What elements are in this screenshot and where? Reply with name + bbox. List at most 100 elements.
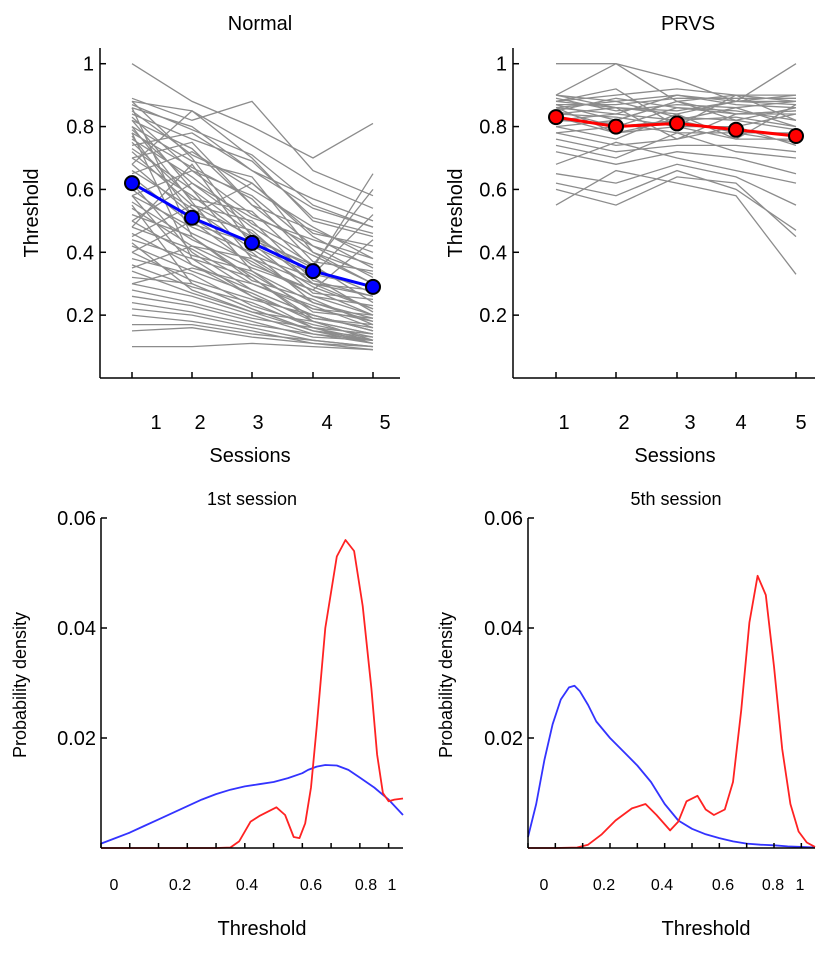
prvs-y-label: Threshold xyxy=(445,169,467,258)
normal-subject-line-4 xyxy=(131,104,374,228)
normal-mean-point-3 xyxy=(244,234,260,251)
panel-prvs: 1 0.8 0.6 0.4 0.2 1 2 3 4 5 PRVS Threshold Sessi… xyxy=(445,13,815,467)
prvs-subject-line-5 xyxy=(555,100,797,112)
normal-subject-line-52 xyxy=(131,182,374,266)
normal-y-tick-label-4: 0.4 xyxy=(66,242,94,264)
session5-x-label: Threshold xyxy=(662,918,751,940)
normal-x-label: Sessions xyxy=(209,445,290,467)
prvs-mean-point-4 xyxy=(728,121,744,138)
prvs-x-tick-label-3: 3 xyxy=(684,412,695,434)
prvs-subject-line-31 xyxy=(555,94,797,140)
normal-subject-line-39 xyxy=(131,295,374,341)
normal-subject-line-8 xyxy=(131,116,374,266)
normal-subject-line-54 xyxy=(131,220,374,291)
normal-subject-line-22 xyxy=(131,188,374,307)
normal-subject-line-42 xyxy=(131,314,374,348)
prvs-y-tick-label-4: 0.4 xyxy=(479,242,507,264)
normal-y-tick-label-5: 0.2 xyxy=(66,305,94,327)
normal-x-tick-label-5: 5 xyxy=(379,412,390,434)
session1-curves xyxy=(100,539,404,849)
prvs-y-tick-label-2: 0.8 xyxy=(479,117,507,139)
session1-y-label: Probability density xyxy=(10,612,30,758)
normal-subject-line-64 xyxy=(131,126,374,323)
normal-subject-line-44 xyxy=(131,327,374,351)
session1-x-tick-label-3: 0.4 xyxy=(236,877,258,894)
prvs-mean-series xyxy=(548,109,804,144)
session5-y-tick-label-1: 0.06 xyxy=(484,508,523,530)
prvs-subject-line-18 xyxy=(555,163,797,206)
session1-density-curve-2 xyxy=(101,539,404,849)
session5-x-tick-label-5: 0.8 xyxy=(762,877,784,894)
normal-y-tick-label-1: 1 xyxy=(83,54,94,76)
normal-subject-line-7 xyxy=(131,113,374,235)
normal-subject-line-1 xyxy=(131,63,374,159)
normal-subject-line-11 xyxy=(131,129,374,260)
prvs-subject-line-26 xyxy=(555,100,796,115)
prvs-subject-line-24 xyxy=(555,94,797,115)
prvs-x-tick-label-2: 2 xyxy=(618,412,629,434)
normal-subject-line-18 xyxy=(131,163,374,291)
session1-title: 1st session xyxy=(207,489,297,509)
normal-subject-line-51 xyxy=(131,169,374,278)
normal-subject-line-34 xyxy=(131,264,374,335)
prvs-x-label: Sessions xyxy=(634,445,715,467)
session5-y-tick-label-3: 0.02 xyxy=(484,728,523,750)
normal-subject-line-63 xyxy=(131,132,374,228)
normal-mean-point-5 xyxy=(365,278,381,295)
normal-y-tick-label-2: 0.8 xyxy=(66,117,94,139)
panel-1st-session: 0.060.040.02 0 0.2 0.4 0.6 0.8 1 1st session … xyxy=(10,489,404,940)
session5-y-tick-label-2: 0.04 xyxy=(484,618,523,640)
normal-x-tick-label-2: 2 xyxy=(194,412,205,434)
normal-x-tick-label-3: 3 xyxy=(252,412,263,434)
normal-subject-line-66 xyxy=(131,242,374,341)
normal-subject-line-45 xyxy=(132,342,374,351)
normal-y-tick-label-3: 0.6 xyxy=(66,179,94,201)
prvs-mean-point-2 xyxy=(608,118,624,135)
normal-subject-line-65 xyxy=(131,195,374,329)
prvs-y-ticks: 1 0.8 0.6 0.4 0.2 xyxy=(479,54,519,327)
normal-individual-lines xyxy=(131,63,374,351)
session5-x-tick-label-6: 1 xyxy=(796,877,805,894)
prvs-subject-line-15 xyxy=(555,132,797,159)
normal-subject-line-43 xyxy=(132,323,374,348)
normal-mean-series xyxy=(124,175,381,295)
prvs-subject-line-14 xyxy=(555,138,797,153)
normal-subject-line-15 xyxy=(131,148,374,288)
normal-mean-point-2 xyxy=(184,209,200,226)
normal-x-tick-label-1: 1 xyxy=(150,412,161,434)
normal-subject-line-58 xyxy=(131,107,374,335)
normal-subject-line-10 xyxy=(131,126,374,275)
normal-subject-line-62 xyxy=(131,110,374,238)
normal-subject-line-56 xyxy=(131,267,374,316)
normal-y-label: Threshold xyxy=(21,169,43,258)
prvs-mean-point-5 xyxy=(788,128,804,144)
session1-density-curve-1 xyxy=(100,764,404,845)
session1-x-tick-label-4: 0.6 xyxy=(300,877,322,894)
prvs-mean-point-3 xyxy=(669,115,685,132)
normal-x-ticks: 1 2 3 4 5 xyxy=(131,372,391,434)
session5-x-tick-label-3: 0.4 xyxy=(651,877,673,894)
session1-y-tick-label-2: 0.04 xyxy=(57,618,96,640)
session5-density-curve-1 xyxy=(527,684,816,849)
session5-y-ticks: 0.06 0.04 0.02 xyxy=(484,508,534,750)
prvs-subject-line-22 xyxy=(555,88,797,103)
normal-subject-line-38 xyxy=(131,289,374,345)
prvs-subject-line-16 xyxy=(555,151,797,175)
prvs-y-tick-label-1: 1 xyxy=(496,54,507,76)
session1-x-tick-label-2: 0.2 xyxy=(169,877,191,894)
prvs-subject-line-20 xyxy=(555,176,797,238)
prvs-x-tick-label-5: 5 xyxy=(795,412,806,434)
session5-curves xyxy=(527,574,816,849)
session5-title: 5th session xyxy=(630,489,721,509)
normal-subject-line-60 xyxy=(131,204,374,345)
prvs-individual-lines xyxy=(555,62,797,275)
prvs-subject-line-19 xyxy=(555,169,797,231)
normal-subject-line-40 xyxy=(131,301,374,345)
session5-x-tick-label-1: 0 xyxy=(540,877,549,894)
session1-y-tick-label-3: 0.02 xyxy=(57,728,96,750)
normal-subject-line-49 xyxy=(131,141,374,285)
normal-subject-line-3 xyxy=(131,100,374,209)
session5-y-label: Probability density xyxy=(436,612,456,758)
normal-title: Normal xyxy=(228,13,292,35)
